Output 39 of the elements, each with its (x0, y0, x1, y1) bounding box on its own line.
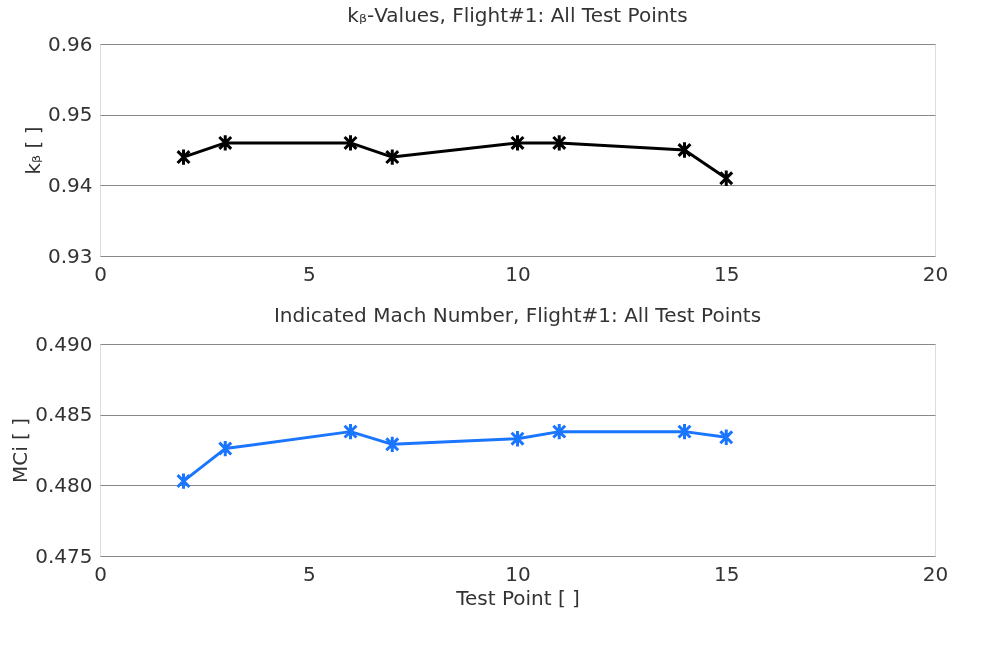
x-tick-label: 20 (922, 561, 949, 586)
x-axis-title: Test Point [ ] (455, 585, 580, 610)
chart-title: Indicated Mach Number, Flight#1: All Test Points (273, 303, 762, 327)
point (343, 422, 358, 441)
x-tick-label: 0 (94, 561, 107, 586)
x-tick-label: 15 (714, 561, 740, 586)
point (384, 147, 400, 167)
y-tick-label: 0.96 (47, 31, 93, 56)
point (718, 169, 734, 188)
point (343, 133, 358, 153)
y-tick-label: 0.94 (47, 172, 93, 197)
y-axis-title: kᵦ [ ] (20, 126, 45, 175)
x-tick-label: 0 (94, 261, 107, 286)
point (176, 147, 191, 167)
point (718, 428, 734, 447)
point (217, 439, 233, 458)
y-axis-title: MCi [ ] (8, 417, 33, 484)
y-tick-label: 0.485 (35, 402, 93, 427)
x-tick-label: 5 (302, 561, 316, 586)
point (384, 435, 400, 454)
x-tick-label: 15 (714, 261, 740, 286)
point (677, 140, 692, 160)
y-tick-label: 0.490 (35, 331, 93, 356)
point (551, 133, 567, 153)
point (551, 422, 567, 441)
x-tick-label: 5 (302, 261, 316, 286)
point (176, 471, 191, 491)
point (677, 422, 692, 441)
y-tick-label: 0.475 (35, 543, 93, 568)
point (217, 133, 233, 153)
x-tick-label: 10 (505, 261, 531, 286)
point (510, 133, 525, 153)
x-tick-label: 10 (505, 561, 531, 586)
chart-title: kᵦ-Values, Flight#1: All Test Points (347, 3, 688, 27)
y-tick-label: 0.95 (47, 102, 93, 127)
y-tick-label: 0.480 (35, 472, 93, 497)
point (510, 429, 525, 448)
y-tick-label: 0.93 (47, 243, 93, 268)
x-tick-label: 20 (922, 261, 949, 286)
